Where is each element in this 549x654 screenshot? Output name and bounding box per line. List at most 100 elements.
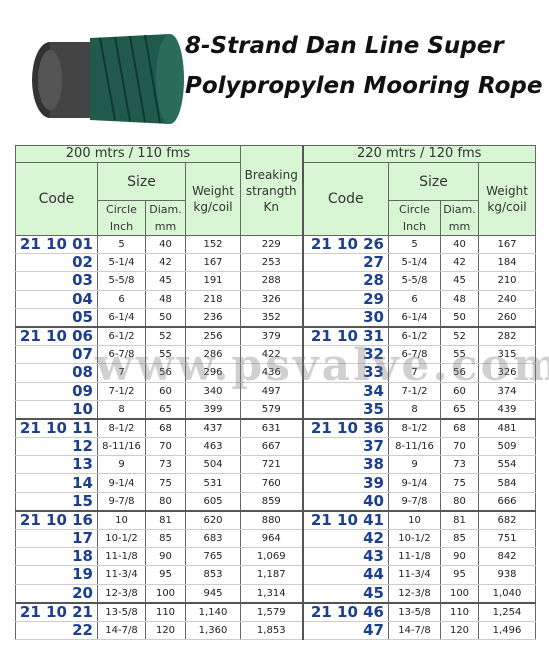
data-cell: 42: [145, 253, 186, 273]
header-line: kg/coil: [487, 200, 527, 214]
data-cell: 721: [240, 455, 303, 475]
data-cell: 326: [240, 289, 303, 309]
data-cell: 191: [185, 271, 241, 291]
table: 200 mtrs / 110 fms Breaking strangth Kn 220 …: [15, 145, 536, 641]
data-cell: 120: [440, 620, 479, 641]
data-cell: 422: [240, 345, 303, 365]
data-cell: 1,069: [240, 547, 303, 567]
code-cell: 47: [301, 620, 389, 641]
data-cell: 10-1/2: [97, 528, 146, 549]
data-cell: 765: [185, 547, 241, 567]
code-cell: 05: [15, 307, 98, 328]
data-cell: 10: [97, 510, 146, 530]
code-cell: 30: [301, 307, 389, 328]
data-cell: 5-5/8: [97, 271, 146, 291]
data-cell: 6: [388, 289, 441, 309]
data-cell: 1,579: [240, 602, 303, 622]
data-cell: 9: [97, 455, 146, 475]
code-cell: 21 10 21: [15, 602, 98, 622]
data-cell: 240: [478, 289, 536, 309]
data-cell: 10: [388, 510, 441, 530]
data-cell: 8-1/2: [97, 418, 146, 439]
header-line: Circle: [399, 203, 430, 216]
data-cell: 439: [478, 399, 536, 420]
data-cell: 1,314: [240, 583, 303, 604]
data-cell: 110: [145, 602, 186, 622]
code-cell: 21 10 01: [15, 234, 98, 255]
code-cell: 15: [15, 491, 98, 512]
data-cell: 8-1/2: [388, 418, 441, 439]
data-cell: 110: [440, 602, 479, 622]
data-cell: 70: [145, 437, 186, 457]
code-cell: 21 10 36: [301, 418, 389, 439]
data-cell: 8: [97, 399, 146, 420]
data-cell: 70: [440, 437, 479, 457]
data-cell: 5-1/4: [97, 253, 146, 273]
code-cell: 07: [15, 345, 98, 365]
data-cell: 554: [478, 455, 536, 475]
data-cell: 218: [185, 289, 241, 309]
data-cell: 352: [240, 307, 303, 328]
data-cell: 497: [240, 381, 303, 401]
data-cell: 52: [145, 326, 186, 347]
data-cell: 842: [478, 547, 536, 567]
data-cell: 1,140: [185, 602, 241, 622]
code-cell: 19: [15, 565, 98, 585]
data-cell: 8-11/16: [388, 437, 441, 457]
data-cell: 68: [440, 418, 479, 439]
data-cell: 73: [145, 455, 186, 475]
data-cell: 10-1/2: [388, 528, 441, 549]
title: 8-Strand Dan Line Super: [185, 33, 504, 59]
data-cell: 100: [440, 583, 479, 604]
data-cell: 184: [478, 253, 536, 273]
header-cell: Code: [301, 162, 389, 236]
data-cell: 296: [185, 363, 241, 383]
data-cell: 6: [97, 289, 146, 309]
data-cell: 56: [440, 363, 479, 383]
data-cell: 42: [440, 253, 479, 273]
data-cell: 1,254: [478, 602, 536, 622]
data-cell: 853: [185, 565, 241, 585]
data-cell: 751: [478, 528, 536, 549]
data-cell: 40: [440, 234, 479, 255]
data-cell: 75: [440, 473, 479, 493]
code-cell: 03: [15, 271, 98, 291]
code-cell: 04: [15, 289, 98, 309]
code-cell: 12: [15, 437, 98, 457]
data-cell: 326: [478, 363, 536, 383]
data-cell: 760: [240, 473, 303, 493]
data-cell: 81: [440, 510, 479, 530]
data-cell: 509: [478, 437, 536, 457]
group-header: 220 mtrs / 120 fms: [301, 145, 536, 163]
code-cell: 21 10 26: [301, 234, 389, 255]
code-cell: 32: [301, 345, 389, 365]
code-cell: 34: [301, 381, 389, 401]
data-cell: 1,853: [240, 620, 303, 641]
data-cell: 13-5/8: [388, 602, 441, 622]
header-line: Inch: [402, 220, 427, 233]
header-cell: Code: [15, 162, 98, 236]
data-cell: 6-1/2: [388, 326, 441, 347]
header-line: Weight: [486, 184, 528, 198]
header-line: mm: [154, 220, 177, 233]
data-cell: 45: [440, 271, 479, 291]
data-cell: 167: [185, 253, 241, 273]
data-cell: 938: [478, 565, 536, 585]
data-cell: 65: [145, 399, 186, 420]
data-cell: 7: [97, 363, 146, 383]
code-cell: 35: [301, 399, 389, 420]
data-cell: 6-7/8: [388, 345, 441, 365]
data-cell: 14-7/8: [97, 620, 146, 641]
code-cell: 37: [301, 437, 389, 457]
data-cell: 75: [145, 473, 186, 493]
data-cell: 120: [145, 620, 186, 641]
data-cell: 481: [478, 418, 536, 439]
data-cell: 13-5/8: [97, 602, 146, 622]
data-cell: 605: [185, 491, 241, 512]
data-cell: 5-1/4: [388, 253, 441, 273]
header-cell: Circle Inch: [388, 200, 441, 236]
header-line: Kn: [263, 199, 279, 214]
data-cell: 7: [388, 363, 441, 383]
data-cell: 1,360: [185, 620, 241, 641]
data-cell: 964: [240, 528, 303, 549]
